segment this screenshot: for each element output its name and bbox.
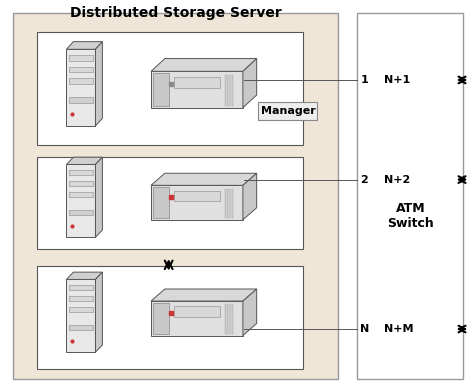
Polygon shape [66,272,102,279]
Bar [225,189,226,218]
Bar [227,189,228,218]
Text: N+M: N+M [384,324,414,334]
Bar [36,266,303,369]
Polygon shape [243,59,257,108]
Bar [174,77,220,88]
Polygon shape [151,289,257,301]
Text: N: N [360,324,370,334]
Text: N+2: N+2 [384,174,411,185]
Polygon shape [151,59,257,71]
Text: Manager: Manager [261,106,315,116]
Polygon shape [243,173,257,220]
Text: Distributed Storage Server: Distributed Storage Server [70,6,282,20]
Bar [69,192,93,197]
Bar [66,49,95,126]
Polygon shape [95,42,102,126]
Bar [69,181,93,186]
Bar [258,102,317,120]
Bar [232,304,233,334]
Bar [153,73,169,106]
Polygon shape [151,173,257,185]
Bar [225,304,226,334]
Bar [69,325,93,330]
Text: 2: 2 [360,174,368,185]
Bar [174,191,220,201]
Bar [225,75,226,106]
Polygon shape [95,157,102,237]
Bar [357,13,463,379]
Bar [36,32,303,145]
Polygon shape [243,289,257,335]
Bar [69,285,93,290]
Bar [151,301,243,335]
Polygon shape [95,272,102,352]
Polygon shape [66,157,102,164]
Text: 1: 1 [360,75,368,85]
Bar [232,75,233,106]
Bar [229,75,231,106]
Bar [232,189,233,218]
Bar [69,97,93,103]
Bar [174,306,220,317]
Bar [13,13,338,379]
Text: N+1: N+1 [384,75,411,85]
Bar [69,78,93,84]
Bar [69,307,93,312]
Bar [153,303,169,334]
Bar [69,56,93,61]
Bar [69,67,93,72]
Bar [66,279,95,352]
Bar [69,210,93,215]
Text: ATM
Switch: ATM Switch [387,202,434,230]
Bar [69,296,93,301]
Bar [69,170,93,175]
Bar [151,71,243,108]
Bar [227,75,228,106]
Bar [229,304,231,334]
Bar [227,304,228,334]
Polygon shape [66,42,102,49]
Bar [151,185,243,220]
Bar [153,187,169,218]
Bar [229,189,231,218]
Bar [36,157,303,249]
Bar [66,164,95,237]
